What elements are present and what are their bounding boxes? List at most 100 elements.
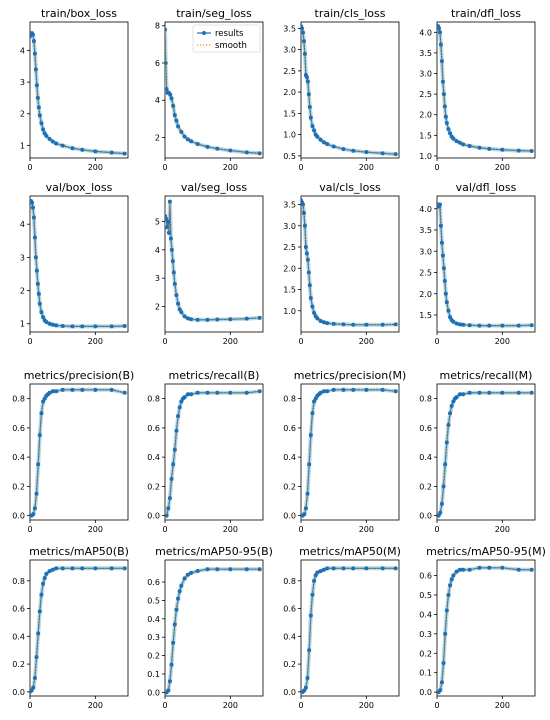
subplot-val-dfl-loss: val/dfl_loss 0 200 1.5 2.0 2.5 3.0 3.5 4.0 [419,181,536,346]
data-point [307,105,312,109]
data-point [302,51,307,56]
data-point [305,491,310,496]
data-point [34,268,39,273]
data-point [454,569,459,574]
data-point [54,141,59,146]
data-point [189,392,194,397]
data-point [37,301,42,306]
data-point [80,324,85,329]
y-tick-label: 2.0 [419,290,432,299]
x-tick-label: 0 [27,701,32,710]
data-point [446,592,451,597]
data-point [443,631,448,636]
data-point [461,322,466,327]
data-point [467,567,472,572]
data-point [122,566,127,571]
data-point [393,566,398,571]
data-point [454,321,459,326]
data-point [454,395,459,400]
data-point [50,322,55,327]
data-point [443,462,448,467]
data-point [500,390,505,395]
y-tick-label: 1.5 [283,109,296,118]
y-tick-label: 3.0 [283,222,296,231]
data-point [41,315,46,320]
data-point [41,399,46,404]
data-point [304,75,309,80]
data-point [440,79,445,84]
data-point [451,319,456,324]
data-point [39,310,44,315]
x-tick-label: 200 [223,337,238,346]
data-point [37,609,42,614]
data-point [228,148,233,153]
data-point [172,622,177,627]
data-point [176,596,181,601]
data-point [36,291,41,296]
data-point [37,433,42,438]
data-point [467,144,472,149]
y-tick-label: 4.0 [419,205,432,214]
data-point [303,685,308,690]
data-point [305,79,310,84]
axes-frame [29,383,129,521]
y-tick-label: 4 [20,46,25,55]
y-tick-label: 3.5 [419,49,432,58]
data-point [50,389,55,394]
x-tick-label: 0 [434,701,439,710]
data-point [380,322,385,327]
y-tick-label: 8 [155,22,160,31]
data-point [321,567,326,572]
data-point [441,660,446,665]
data-point [318,390,323,395]
data-point [318,318,323,323]
data-point [321,320,326,325]
data-point [179,583,184,588]
data-point [185,392,190,397]
data-point [325,389,330,394]
data-point [165,219,170,224]
data-point [50,567,55,572]
y-tick-label: 4.0 [419,28,432,37]
data-point [312,578,317,583]
subplot-title: val/seg_loss [181,181,248,194]
data-point [437,30,442,35]
data-point [205,567,210,572]
data-point [306,92,311,97]
data-point [47,390,52,395]
y-tick-label: 0.5 [283,152,296,161]
y-tick-label: 0.6 [12,424,25,433]
data-point [176,414,181,419]
data-point [516,148,521,153]
subplot-train-cls-loss: train/cls_loss 0 200 0.5 1.0 1.5 2.0 2.5 3.0 3.5 [283,7,400,172]
data-point [448,131,453,136]
subplot-metrics-recall-m-: metrics/recall(M) 0 200 0.0 0.2 0.4 0.6 0.8 [419,369,536,534]
y-tick-label: 0.8 [147,395,160,404]
data-point [312,310,317,315]
data-point [185,137,190,142]
data-point [60,324,65,329]
y-tick-label: 6 [155,59,160,68]
data-point [37,113,42,118]
data-point [93,324,98,329]
y-tick-label: 0.2 [419,649,432,658]
data-point [41,127,46,132]
data-point [443,114,448,119]
data-point [32,675,37,680]
data-point [32,51,37,56]
subplot-title: val/cls_loss [319,181,381,194]
data-point [440,253,445,258]
data-point [315,570,320,575]
data-point [516,323,521,328]
data-point [448,411,453,416]
data-point [122,390,127,395]
x-tick-label: 0 [162,163,167,172]
axes-frame [436,21,536,159]
data-point [442,279,447,283]
axes-frame [436,195,536,333]
data-point [318,569,323,574]
data-point [308,433,313,438]
data-point [439,501,444,506]
data-point [308,296,313,300]
